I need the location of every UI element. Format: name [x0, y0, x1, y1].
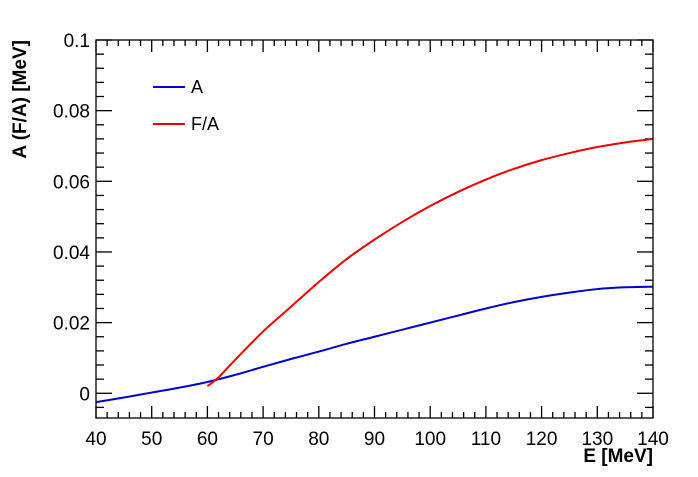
x-axis-title: E [MeV]: [583, 446, 653, 467]
x-tick-label: 40: [85, 429, 106, 450]
series-curves: [95, 137, 654, 404]
y-tick-label: 0.1: [64, 31, 90, 52]
x-tick-label: 120: [526, 429, 558, 450]
x-tick-label: 140: [637, 429, 669, 450]
y-tick-labels: 0 0.02 0.04 0.06 0.08 0.1: [53, 31, 90, 405]
x-tick-label: 60: [197, 429, 218, 450]
legend: A F/A: [153, 77, 219, 134]
legend-label-f-over-a: F/A: [191, 114, 219, 134]
series-line-f-a: [206, 137, 654, 388]
y-tick-label: 0.02: [53, 314, 90, 335]
x-tick-label: 100: [414, 429, 446, 450]
axis-ticks: [95, 39, 654, 418]
x-tick-label: 110: [471, 429, 501, 450]
y-tick-label: 0.06: [53, 172, 90, 193]
x-tick-label: 80: [308, 429, 329, 450]
y-tick-label: 0.08: [53, 102, 90, 123]
y-axis-title: A (F/A) [MeV]: [10, 40, 31, 159]
x-tick-label: 90: [364, 429, 385, 450]
x-tick-labels: 40 50 60 70 80 90 100 110 120 130 140: [85, 429, 668, 450]
y-tick-label: 0.04: [53, 243, 90, 264]
x-tick-label: 130: [581, 429, 613, 450]
x-tick-label: 70: [253, 429, 274, 450]
y-tick-label: 0: [79, 384, 90, 405]
series-line-a: [95, 285, 654, 404]
legend-label-a: A: [191, 77, 203, 97]
plot-frame: [95, 39, 654, 419]
x-tick-label: 50: [141, 429, 162, 450]
